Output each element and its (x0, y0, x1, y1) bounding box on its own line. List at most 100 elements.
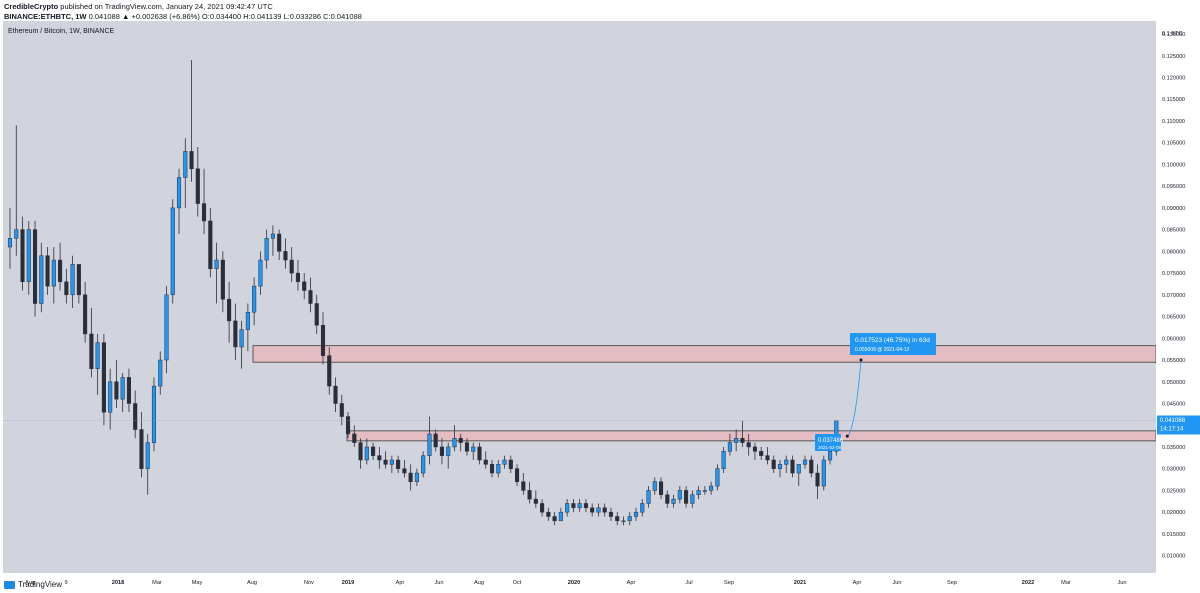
candle-body (158, 359, 163, 387)
candle (320, 312, 326, 365)
candle (383, 451, 388, 469)
candle-body (377, 455, 382, 461)
candle-body (489, 464, 495, 474)
candle-body (796, 464, 801, 474)
price-tick-label: 0.065000 (1162, 315, 1185, 321)
last-price-tag (1157, 415, 1200, 435)
candle (690, 490, 695, 508)
candle (740, 420, 745, 447)
author-name[interactable]: CredibleCrypto (4, 2, 59, 11)
candle-body (533, 498, 538, 504)
candle-body (709, 485, 714, 491)
price-axis-svg: 0.010000 0.015000 0.020000 0.025000 0.030000… (1157, 31, 1200, 560)
candle-body (295, 272, 301, 283)
time-tick-label: May (192, 580, 203, 586)
candle (765, 446, 770, 465)
candle (302, 273, 307, 300)
candle-body (264, 238, 269, 261)
candle-body (202, 203, 207, 222)
candle (640, 499, 645, 517)
candle-body (76, 264, 81, 296)
price-tick-label: 0.105000 (1162, 141, 1185, 147)
candle-body (740, 438, 745, 443)
candle (627, 512, 632, 526)
projection-label: 0.017523 (46.75%) in 63d 0.055009 @ 2021-… (850, 333, 936, 355)
candle-body (176, 177, 182, 209)
time-tick-label: 2021 (794, 580, 806, 586)
candle (665, 490, 670, 508)
candle-body (665, 494, 670, 504)
candle (164, 286, 169, 374)
candle (95, 333, 100, 395)
candle (345, 412, 351, 439)
candle (533, 490, 538, 508)
candle-body (308, 290, 313, 304)
candle-body (114, 381, 119, 400)
candle-body (170, 207, 175, 296)
time-tick-label: Jun (434, 580, 443, 586)
candle (389, 455, 394, 474)
chart-pane[interactable]: 0.017523 (46.75%) in 63d 0.055009 @ 2021-… (3, 21, 1157, 574)
candle (352, 425, 357, 447)
candle-body (790, 459, 795, 474)
candle (39, 242, 44, 313)
candle (646, 486, 651, 508)
candle (802, 455, 808, 469)
price-tick-label: 0.125000 (1162, 54, 1185, 60)
candle-body (45, 255, 50, 287)
candle-body (239, 329, 244, 348)
candle-body (752, 446, 757, 452)
candle (439, 438, 444, 465)
candle (364, 438, 369, 465)
candle-body (220, 259, 225, 300)
time-tick-label: 2018 (112, 580, 124, 586)
time-tick-label: Aug (247, 580, 257, 586)
price-tick-label: 0.030000 (1162, 467, 1185, 473)
candle (283, 238, 288, 269)
candle-body (828, 451, 833, 461)
candle (577, 499, 582, 513)
candle-body (302, 281, 307, 291)
candle-body (715, 468, 720, 487)
candle-body (765, 455, 770, 461)
candle-body (120, 377, 125, 400)
candle (414, 468, 419, 487)
candle-body (464, 442, 470, 452)
candle (76, 264, 81, 304)
candle-body (633, 511, 639, 517)
price-axis[interactable]: 0.010000 0.015000 0.020000 0.025000 0.030000… (1156, 21, 1200, 573)
tradingview-logo[interactable]: TradingView (4, 580, 62, 589)
candle (464, 438, 470, 456)
candle-body (627, 516, 632, 522)
projection-start-bg (815, 434, 841, 451)
last-price-countdown: 14:17:14 (1160, 426, 1184, 432)
candle-body (759, 451, 764, 456)
candle-body (558, 511, 563, 522)
candle (176, 168, 182, 234)
candle (671, 494, 676, 508)
candle-body (677, 490, 682, 500)
candle (371, 442, 376, 460)
candle (120, 373, 125, 413)
candle (583, 499, 588, 513)
candle-body (289, 259, 294, 274)
candle-body (784, 459, 789, 465)
candle-body (414, 472, 419, 482)
candle (790, 455, 795, 478)
projection-label-subtext: 0.055009 @ 2021-04-12 (855, 347, 910, 353)
time-axis[interactable]: Aug 9 2018 Mar May Aug Nov 2019 Apr Jun Aug Oct 2020… (0, 573, 1200, 593)
candle (471, 442, 476, 460)
candle (771, 455, 776, 474)
candle (108, 368, 113, 430)
candle-body (233, 320, 238, 348)
candlestick-chart[interactable]: 0.017523 (46.75%) in 63d 0.055009 @ 2021-… (3, 21, 1156, 573)
symbol-title: Ethereum / Bitcoin, 1W, BINANCE (8, 28, 115, 35)
candle (58, 242, 63, 291)
candle (158, 351, 163, 395)
candle (327, 346, 332, 395)
candle (183, 138, 188, 208)
candle-body (83, 294, 88, 335)
time-tick-label: Jul (685, 580, 692, 586)
candle-body (615, 516, 620, 522)
